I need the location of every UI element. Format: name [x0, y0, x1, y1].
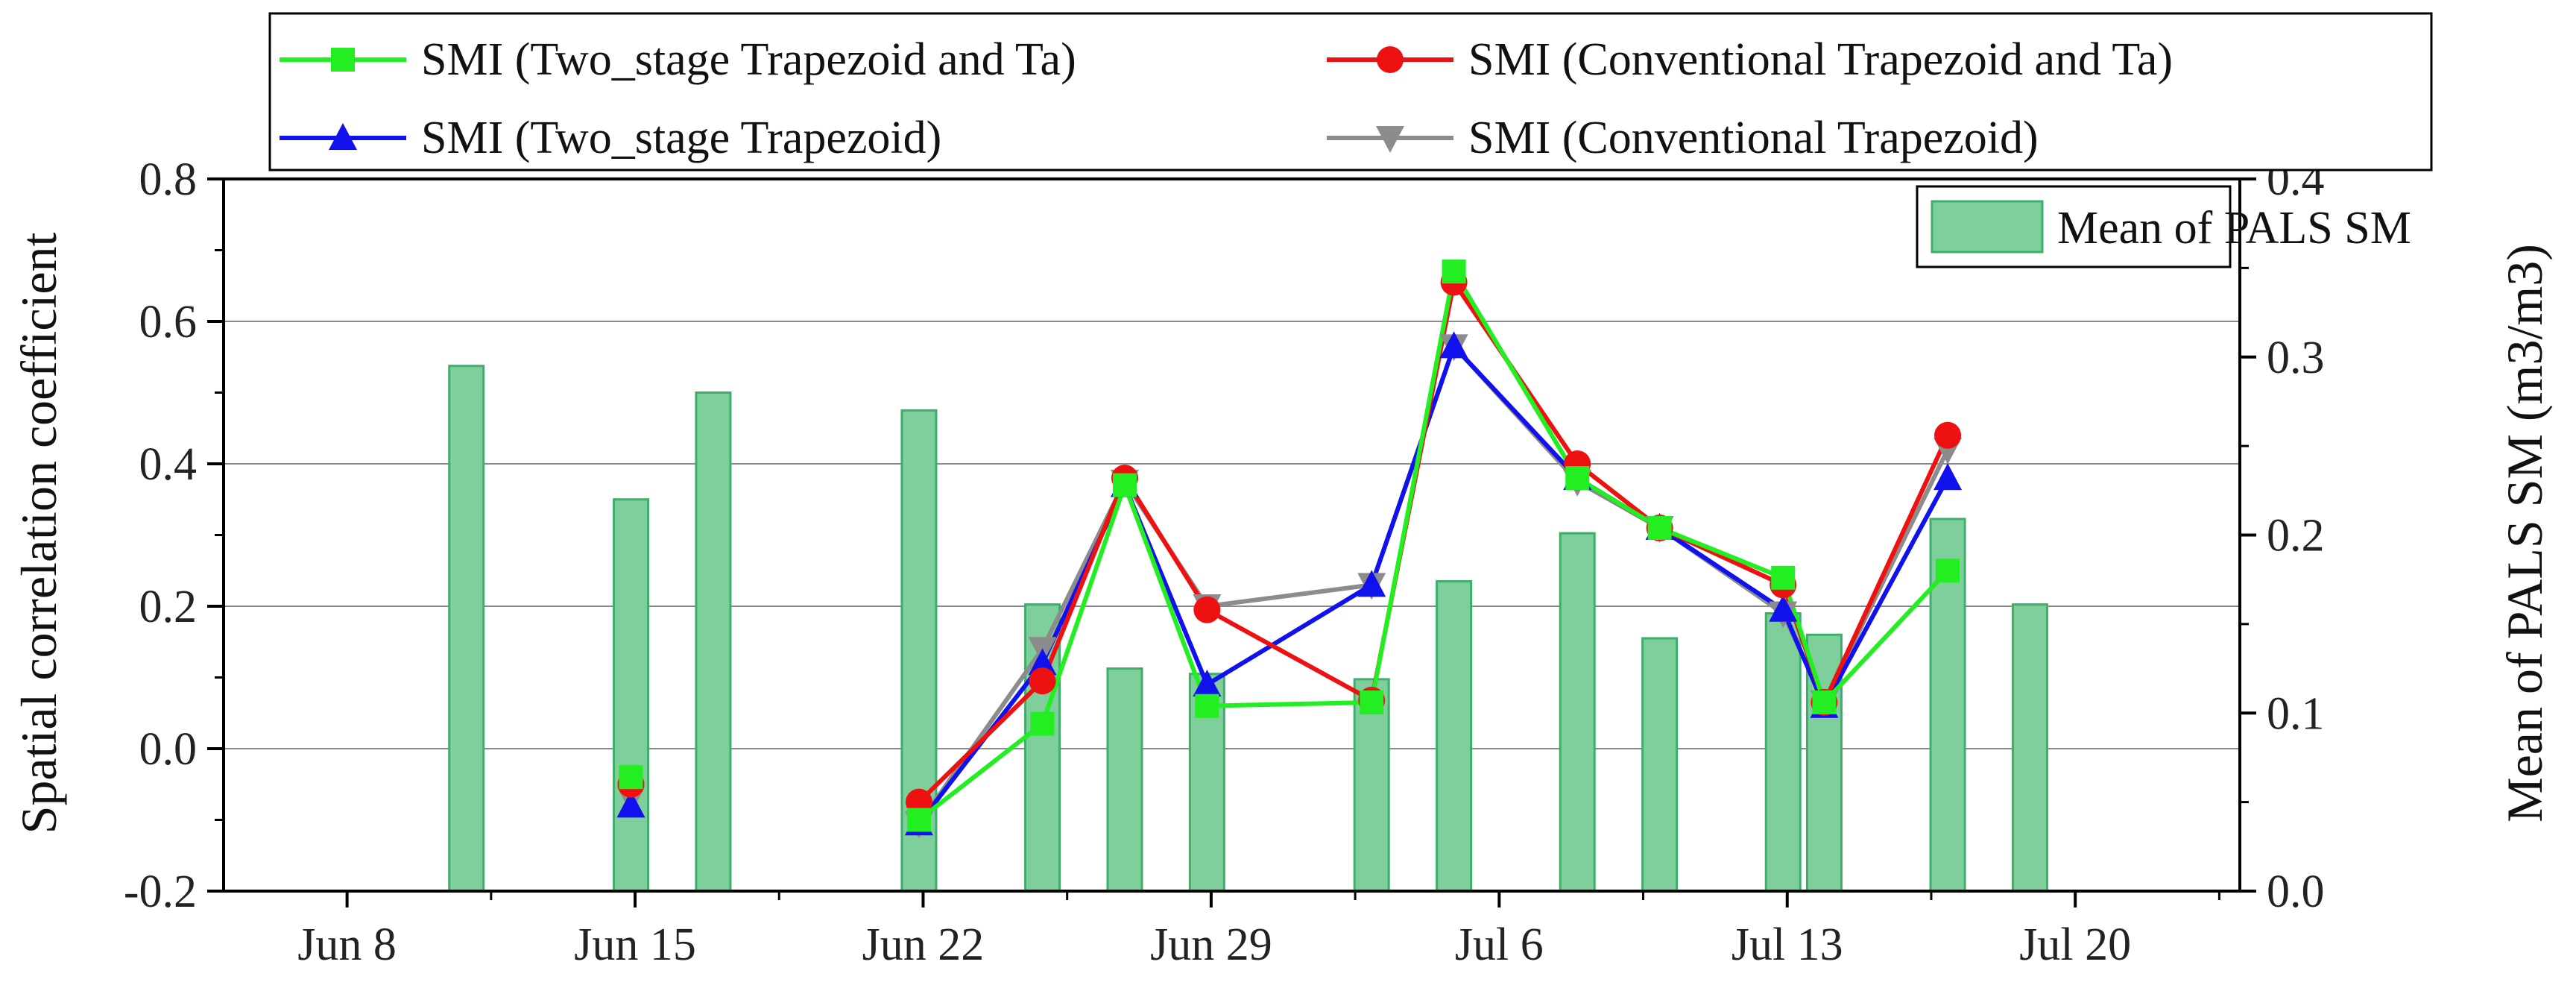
series-point-triangle-up [1933, 463, 1963, 491]
bar-pals-sm [1764, 612, 1802, 893]
series-point-square [1360, 690, 1384, 714]
series-point-triangle-down [1376, 126, 1404, 153]
series-point-square [906, 808, 931, 832]
series-point-square [619, 765, 643, 790]
x-tick-label: Jun 8 [297, 919, 397, 970]
y-left-tick-label: 0.2 [139, 582, 198, 632]
legend-bar: Mean of PALS SM [1916, 185, 2411, 268]
series-point-square [1442, 259, 1466, 284]
series-point-square [1647, 515, 1672, 540]
series-point-square [1771, 565, 1796, 590]
y-right-tick-label: 0.0 [2267, 866, 2325, 917]
bar-pals-sm [695, 391, 732, 893]
series-point-circle [1377, 46, 1404, 73]
bar-pals-sm [1106, 667, 1143, 893]
series-point-square [1812, 690, 1837, 714]
series-point-square [1195, 693, 1219, 718]
bar-pals-sm [1641, 637, 1679, 893]
y-left-tick-label: 0.4 [139, 439, 198, 490]
bar-pals-sm [1559, 532, 1596, 893]
x-tick-label: Jul 20 [2019, 919, 2131, 970]
series-point-triangle-up [1193, 670, 1222, 697]
bar-pals-sm [2011, 603, 2048, 893]
legend-box [268, 12, 2433, 172]
x-tick-label: Jul 6 [1455, 919, 1544, 970]
legend-label: SMI (Two_stage Trapezoid and Ta) [421, 34, 1076, 85]
series-point-triangle-up [329, 123, 357, 150]
series-point-triangle-up [1769, 594, 1798, 622]
bar-pals-sm [448, 365, 485, 893]
bars-layer [448, 365, 2048, 893]
series-point-square [1112, 473, 1137, 497]
series-point-square [1936, 559, 1960, 583]
legend-label: SMI (Two_stage Trapezoid) [421, 113, 941, 163]
series-point-square [1030, 711, 1055, 736]
series-point-triangle-up [1357, 570, 1386, 597]
series-point-square [331, 48, 355, 72]
y-right-tick-label: 0.2 [2267, 511, 2325, 562]
y-left-tick-label: 0.6 [139, 297, 198, 347]
y-right-tick-label: 0.1 [2267, 688, 2325, 739]
legend-label: SMI (Conventional Trapezoid) [1468, 113, 2039, 163]
y-left-tick-label: 0.8 [139, 154, 198, 205]
y-left-tick-label: -0.2 [124, 866, 197, 917]
bar-pals-sm [1436, 580, 1473, 893]
series-point-square [1565, 466, 1590, 491]
legend-top: SMI (Two_stage Trapezoid and Ta) SMI (Con… [268, 12, 2433, 172]
series-point-triangle-up [1028, 648, 1057, 676]
series-point-circle [1934, 421, 1962, 449]
bar-legend-swatch [1931, 200, 2044, 254]
series-point-circle [1193, 596, 1221, 623]
series-point-circle [1029, 667, 1056, 695]
x-tick-label: Jun 29 [1150, 919, 1272, 970]
x-tick-label: Jul 13 [1731, 919, 1843, 970]
gridlines [224, 321, 2240, 749]
y-axis-right: 0.00.10.20.30.4 [2240, 154, 2325, 917]
y-axis-left: -0.2 0.0 0.2 0.4 0.6 0.8 [124, 154, 224, 917]
y-axis-left-title: Spatial correlation coefficient [10, 232, 67, 834]
bar-pals-sm [613, 498, 650, 893]
x-axis: Jun 8 Jun 15 Jun 22 Jun 29 Jul 6 Jul 13 Jul 20 [297, 891, 2220, 970]
series-point-triangle-up [616, 790, 645, 818]
y-right-tick-label: 0.3 [2267, 333, 2325, 383]
series-layer [616, 259, 1963, 839]
series-point-triangle-up [1439, 331, 1468, 359]
x-tick-label: Jun 15 [574, 919, 696, 970]
legend-label: SMI (Conventional Trapezoid and Ta) [1468, 34, 2173, 85]
y-axis-right-title: Mean of PALS SM (m3/m3) [2496, 244, 2553, 822]
x-tick-label: Jun 22 [862, 919, 985, 970]
y-left-tick-label: 0.0 [139, 724, 198, 775]
bar-legend-label: Mean of PALS SM [2057, 203, 2411, 254]
